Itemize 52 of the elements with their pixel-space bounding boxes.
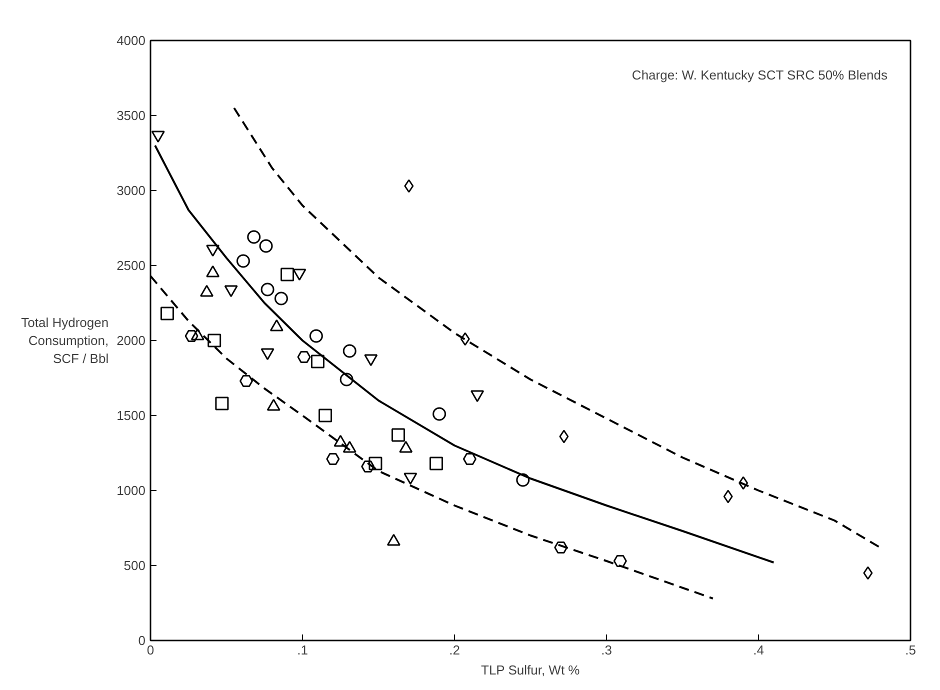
y-tick-label: 0 bbox=[138, 633, 146, 648]
line-series bbox=[154, 144, 775, 564]
point bbox=[326, 453, 340, 465]
y-tick-label: 1500 bbox=[116, 408, 146, 423]
point bbox=[738, 476, 748, 490]
point bbox=[559, 430, 569, 444]
point bbox=[392, 428, 406, 442]
point bbox=[297, 351, 311, 363]
y-tick-label: 500 bbox=[124, 558, 146, 573]
point bbox=[723, 490, 733, 504]
point bbox=[259, 239, 273, 253]
point bbox=[310, 354, 324, 368]
point bbox=[240, 375, 254, 387]
y-tick-label: 3500 bbox=[116, 108, 146, 123]
y-tick-label: 1000 bbox=[116, 483, 146, 498]
point bbox=[280, 268, 294, 282]
point bbox=[340, 372, 354, 386]
y-tick-label: 4000 bbox=[116, 33, 146, 48]
point bbox=[309, 329, 323, 343]
point bbox=[404, 179, 414, 193]
point bbox=[516, 473, 530, 487]
point bbox=[236, 254, 250, 268]
point bbox=[274, 292, 288, 306]
point bbox=[342, 344, 356, 358]
point bbox=[215, 396, 229, 410]
point bbox=[460, 332, 470, 346]
point bbox=[432, 407, 446, 421]
point bbox=[462, 453, 476, 465]
y-tick-label: 2500 bbox=[116, 258, 146, 273]
point bbox=[863, 566, 873, 580]
point bbox=[430, 456, 444, 470]
point bbox=[260, 282, 274, 296]
point bbox=[318, 408, 332, 422]
y-axis-title: Total Hydrogen Consumption, SCF / Bbl bbox=[21, 315, 109, 366]
x-tick-label: .2 bbox=[449, 642, 460, 658]
point bbox=[208, 334, 222, 348]
point bbox=[554, 542, 568, 554]
point bbox=[160, 306, 174, 320]
x-tick-label: .5 bbox=[905, 642, 916, 658]
point bbox=[613, 555, 627, 567]
x-tick-label: .3 bbox=[601, 642, 612, 658]
x-axis-title: TLP Sulfur, Wt % bbox=[481, 662, 580, 678]
line-series bbox=[233, 107, 882, 548]
x-tick-label: .4 bbox=[753, 642, 764, 658]
annotation: Charge: W. Kentucky SCT SRC 50% Blends bbox=[632, 68, 888, 82]
y-tick-label: 3000 bbox=[116, 183, 146, 198]
point bbox=[247, 230, 261, 244]
point bbox=[368, 456, 382, 470]
point bbox=[361, 460, 375, 472]
point bbox=[184, 330, 198, 342]
y-tick-label: 2000 bbox=[116, 333, 146, 348]
x-tick-label: .1 bbox=[297, 642, 308, 658]
